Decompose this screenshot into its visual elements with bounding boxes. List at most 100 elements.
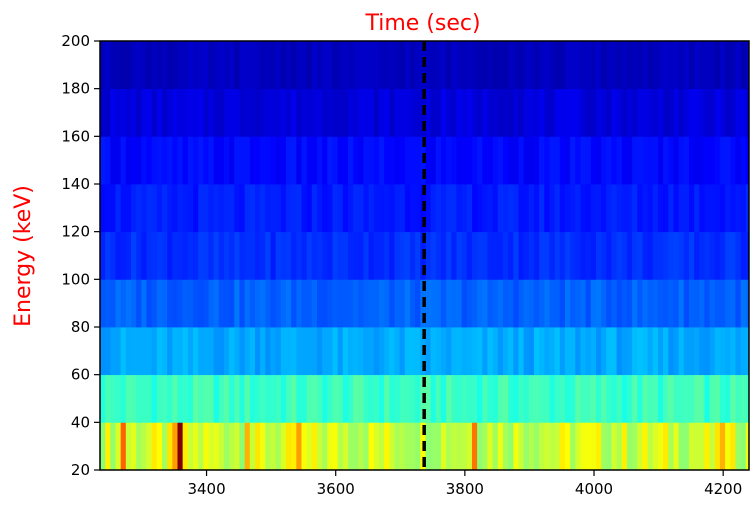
heatmap-cell bbox=[244, 327, 251, 376]
heatmap-cell bbox=[337, 374, 344, 423]
heatmap-cell bbox=[497, 41, 504, 90]
heatmap-cell bbox=[167, 184, 173, 233]
heatmap-cell bbox=[316, 41, 323, 90]
heatmap-cell bbox=[358, 374, 364, 423]
heatmap-cell bbox=[409, 136, 416, 185]
heatmap-cell bbox=[115, 374, 122, 423]
heatmap-cell bbox=[130, 327, 137, 376]
heatmap-cell bbox=[559, 231, 566, 280]
heatmap-cell bbox=[580, 184, 587, 233]
heatmap-cell bbox=[575, 136, 581, 185]
heatmap-cell bbox=[115, 184, 122, 233]
heatmap-cell bbox=[223, 327, 230, 376]
heatmap-cell bbox=[332, 184, 339, 233]
heatmap-cell bbox=[611, 422, 618, 471]
heatmap-cell bbox=[699, 279, 705, 328]
heatmap-cell bbox=[161, 41, 168, 90]
heatmap-cell bbox=[528, 41, 535, 90]
heatmap-cell bbox=[203, 136, 209, 185]
heatmap-cell bbox=[683, 422, 690, 471]
heatmap-cell bbox=[100, 231, 106, 280]
heatmap-cell bbox=[482, 279, 488, 328]
heatmap-cell bbox=[497, 374, 504, 423]
heatmap-cell bbox=[265, 88, 271, 137]
heatmap-cell bbox=[652, 88, 659, 137]
heatmap-cell bbox=[554, 88, 561, 137]
heatmap-cell bbox=[239, 136, 246, 185]
heatmap-cell bbox=[637, 41, 643, 90]
heatmap-cell bbox=[559, 279, 566, 328]
heatmap-cell bbox=[192, 88, 199, 137]
heatmap-cell bbox=[327, 422, 333, 471]
heatmap-cell bbox=[694, 422, 700, 471]
heatmap-cell bbox=[575, 279, 581, 328]
heatmap-cell bbox=[595, 374, 602, 423]
heatmap-cell bbox=[513, 374, 519, 423]
heatmap-cell bbox=[213, 279, 220, 328]
heatmap-cell bbox=[508, 231, 514, 280]
heatmap-cell bbox=[260, 41, 266, 90]
heatmap-cell bbox=[456, 136, 463, 185]
heatmap-cell bbox=[105, 231, 111, 280]
heatmap-cell bbox=[502, 279, 509, 328]
heatmap-cell bbox=[285, 327, 292, 376]
heatmap-cell bbox=[611, 327, 618, 376]
heatmap-cell bbox=[218, 41, 225, 90]
heatmap-cell bbox=[254, 88, 261, 137]
heatmap-cell bbox=[709, 88, 716, 137]
heatmap-cell bbox=[100, 327, 106, 376]
heatmap-cell bbox=[461, 231, 468, 280]
heatmap-cell bbox=[415, 422, 421, 471]
heatmap-cell bbox=[632, 41, 638, 90]
heatmap-cell bbox=[177, 327, 184, 376]
heatmap-cell bbox=[694, 374, 700, 423]
heatmap-cell bbox=[477, 41, 483, 90]
heatmap-cell bbox=[177, 279, 184, 328]
heatmap-cell bbox=[518, 41, 525, 90]
heatmap-cell bbox=[373, 184, 380, 233]
heatmap-cell bbox=[249, 184, 256, 233]
heatmap-cell bbox=[342, 184, 349, 233]
heatmap-cell bbox=[100, 41, 106, 90]
heatmap-cell bbox=[100, 136, 106, 185]
heatmap-cell bbox=[740, 88, 747, 137]
heatmap-cell bbox=[647, 422, 654, 471]
heatmap-cell bbox=[394, 231, 401, 280]
heatmap-cell bbox=[430, 422, 437, 471]
heatmap-cell bbox=[373, 41, 380, 90]
heatmap-cell bbox=[621, 374, 628, 423]
heatmap-cell bbox=[575, 327, 581, 376]
heatmap-cell bbox=[502, 374, 509, 423]
heatmap-cell bbox=[425, 41, 432, 90]
heatmap-cell bbox=[203, 184, 209, 233]
heatmap-cell bbox=[316, 184, 323, 233]
heatmap-cell bbox=[291, 422, 297, 471]
heatmap-cell bbox=[110, 41, 116, 90]
heatmap-cell bbox=[435, 184, 442, 233]
heatmap-cell bbox=[187, 374, 194, 423]
heatmap-cell bbox=[115, 88, 122, 137]
heatmap-cell bbox=[270, 327, 277, 376]
heatmap-cell bbox=[616, 422, 623, 471]
heatmap-cell bbox=[223, 422, 230, 471]
heatmap-cell bbox=[632, 279, 638, 328]
heatmap-cell bbox=[570, 88, 576, 137]
heatmap-cell bbox=[161, 374, 168, 423]
heatmap-cell bbox=[451, 327, 457, 376]
heatmap-cell bbox=[637, 88, 643, 137]
heatmap-cell bbox=[446, 374, 452, 423]
heatmap-cell bbox=[735, 136, 742, 185]
heatmap-cell bbox=[389, 327, 395, 376]
heatmap-cell bbox=[182, 41, 189, 90]
heatmap-cell bbox=[595, 327, 602, 376]
heatmap-cell bbox=[404, 374, 411, 423]
heatmap-cell bbox=[239, 279, 246, 328]
heatmap-cell bbox=[471, 136, 478, 185]
heatmap-cell bbox=[688, 136, 695, 185]
heatmap-cell bbox=[358, 327, 364, 376]
heatmap-cell bbox=[125, 422, 132, 471]
heatmap-cell bbox=[632, 136, 638, 185]
heatmap-cell bbox=[668, 88, 674, 137]
heatmap-cell bbox=[327, 279, 333, 328]
heatmap-cell bbox=[533, 184, 540, 233]
